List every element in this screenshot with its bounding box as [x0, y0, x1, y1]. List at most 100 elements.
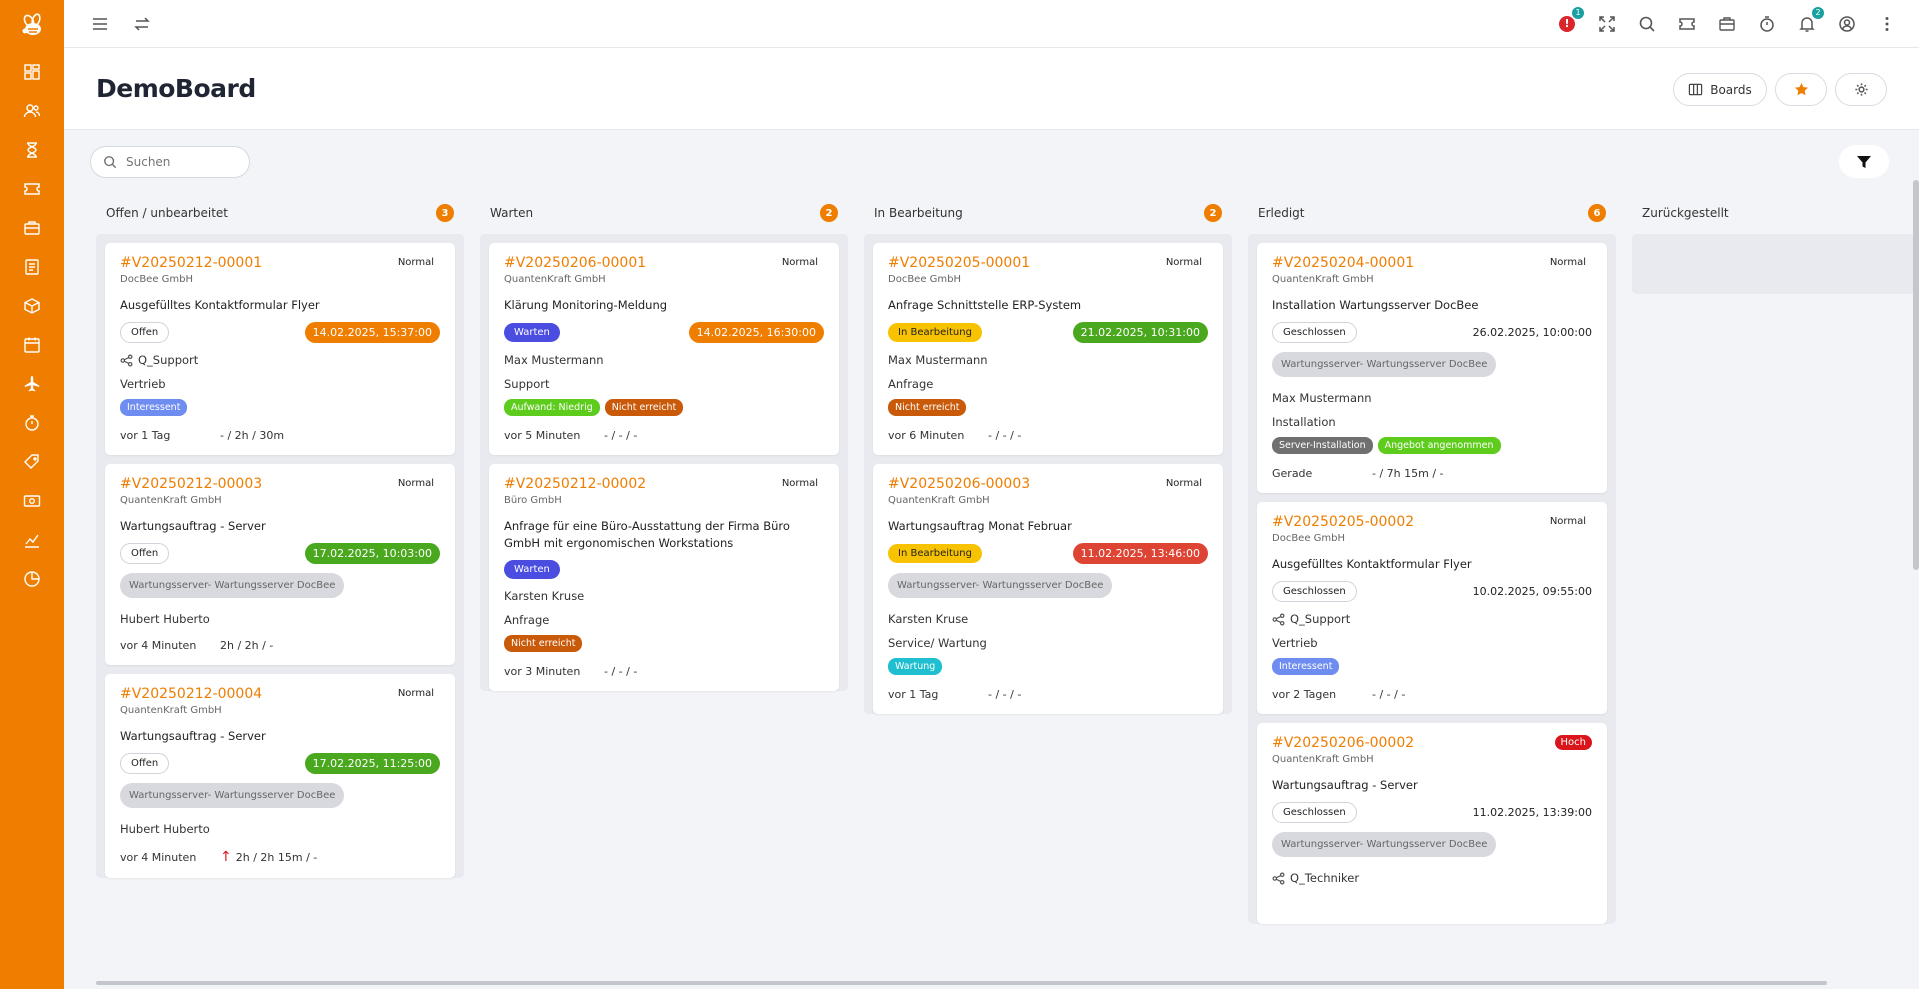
due-date-badge: 21.02.2025, 10:31:00 — [1072, 322, 1208, 343]
asset-chip[interactable]: Wartungsserver- Wartungsserver DocBee — [1272, 352, 1497, 377]
user-account-icon[interactable] — [1837, 14, 1857, 34]
toolbox-icon[interactable] — [0, 208, 64, 247]
priority-badge: Normal — [781, 478, 818, 489]
ticket-age: vor 6 Minuten — [888, 429, 965, 442]
pie-chart-icon[interactable] — [0, 559, 64, 598]
time-tracking: - / - / - — [604, 665, 638, 678]
dashboard-icon[interactable] — [0, 52, 64, 91]
contacts-icon[interactable] — [0, 91, 64, 130]
column-title: Erledigt — [1258, 206, 1305, 220]
company-name: QuantenKraft GmbH — [120, 495, 222, 506]
ticket-card[interactable]: #V20250205-00001 Normal DocBee GmbH Anfra… — [873, 243, 1223, 455]
search-icon[interactable] — [1637, 14, 1657, 34]
ticket-id[interactable]: #V20250206-00001 — [504, 255, 647, 271]
ticket-id[interactable]: #V20250205-00001 — [888, 255, 1031, 271]
search-input[interactable] — [126, 155, 236, 169]
company-name: DocBee GmbH — [888, 274, 962, 285]
notification-badge: 2 — [1812, 6, 1824, 19]
column-title: Warten — [490, 206, 534, 220]
horizontal-scrollbar[interactable] — [96, 981, 1827, 985]
queue-name: Q_Support — [138, 353, 199, 367]
ticket-age: vor 3 Minuten — [504, 665, 581, 678]
status-badge: Offen — [120, 322, 170, 343]
assignee: Karsten Kruse — [504, 589, 585, 603]
status-badge: Offen — [120, 753, 170, 774]
switch-arrows-icon[interactable] — [132, 14, 152, 34]
ticket-card[interactable]: #V20250212-00004 Normal QuantenKraft GmbH… — [105, 674, 455, 878]
alert-icon[interactable]: ! 1 — [1557, 6, 1584, 34]
settings-button[interactable] — [1835, 73, 1887, 106]
due-date-badge: 14.02.2025, 15:37:00 — [304, 322, 440, 343]
asset-chip[interactable]: Wartungsserver- Wartungsserver DocBee — [1272, 832, 1497, 857]
more-vertical-icon[interactable] — [1877, 14, 1897, 34]
ticket-icon[interactable] — [1677, 14, 1697, 34]
ticket-id[interactable]: #V20250204-00001 — [1272, 255, 1415, 271]
status-badge: Geschlossen — [1272, 802, 1357, 823]
ticket-id[interactable]: #V20250205-00002 — [1272, 514, 1415, 530]
share-icon — [120, 354, 133, 366]
vertical-scrollbar[interactable] — [1913, 180, 1919, 570]
share-icon — [1272, 613, 1285, 625]
tag: Angebot angenommen — [1377, 437, 1501, 454]
ticket-subject: Anfrage Schnittstelle ERP-System — [888, 298, 1082, 312]
stopwatch-icon[interactable] — [0, 403, 64, 442]
favorite-button[interactable] — [1775, 73, 1827, 106]
ticket-icon[interactable] — [0, 169, 64, 208]
assignee: Karsten Kruse — [888, 612, 969, 626]
bee-logo-icon[interactable] — [0, 0, 64, 52]
due-date-badge: 14.02.2025, 16:30:00 — [688, 322, 824, 343]
stopwatch-icon[interactable] — [1757, 14, 1777, 34]
assignee: Max Mustermann — [1272, 391, 1372, 405]
asset-chip[interactable]: Wartungsserver- Wartungsserver DocBee — [888, 573, 1113, 598]
asset-chip[interactable]: Wartungsserver- Wartungsserver DocBee — [120, 573, 345, 598]
assignee: Max Mustermann — [888, 353, 988, 367]
ticket-id[interactable]: #V20250212-00004 — [120, 686, 263, 702]
ticket-card[interactable]: #V20250212-00003 Normal QuantenKraft GmbH… — [105, 464, 455, 665]
asset-chip[interactable]: Wartungsserver- Wartungsserver DocBee — [120, 783, 345, 808]
boards-button[interactable]: Boards — [1673, 73, 1767, 106]
money-icon[interactable] — [0, 481, 64, 520]
price-tag-icon[interactable] — [0, 442, 64, 481]
ticket-id[interactable]: #V20250206-00002 — [1272, 735, 1415, 751]
ticket-id[interactable]: #V20250212-00003 — [120, 476, 263, 492]
package-icon[interactable] — [0, 286, 64, 325]
column-body: #V20250204-00001 Normal QuantenKraft GmbH… — [1248, 234, 1616, 924]
ticket-id[interactable]: #V20250206-00003 — [888, 476, 1031, 492]
arrow-up-icon: ↑ — [220, 849, 232, 865]
airplane-icon[interactable] — [0, 364, 64, 403]
company-name: QuantenKraft GmbH — [120, 705, 222, 716]
filter-button[interactable] — [1839, 145, 1889, 178]
company-name: QuantenKraft GmbH — [1272, 274, 1374, 285]
column-erledigt: Erledigt 6 #V20250204-00001 Normal Quante… — [1248, 198, 1616, 933]
ticket-id[interactable]: #V20250212-00001 — [120, 255, 263, 271]
ticket-card[interactable]: #V20250205-00002 Normal DocBee GmbH Ausge… — [1257, 502, 1607, 714]
ticket-card[interactable]: #V20250212-00002 Normal Büro GmbH Anfrage… — [489, 464, 839, 691]
bell-icon[interactable]: 2 — [1797, 6, 1824, 34]
time-tracking: - / - / - — [988, 429, 1022, 442]
queue-name: Q_Support — [1290, 612, 1351, 626]
toolbox-icon[interactable] — [1717, 14, 1737, 34]
ticket-card[interactable]: #V20250204-00001 Normal QuantenKraft GmbH… — [1257, 243, 1607, 493]
tag: Nicht erreicht — [888, 399, 967, 416]
assignee: Max Mustermann — [504, 353, 604, 367]
ticket-id[interactable]: #V20250212-00002 — [504, 476, 647, 492]
ticket-card[interactable]: #V20250212-00001 Normal DocBee GmbH Ausge… — [105, 243, 455, 455]
ticket-card[interactable]: #V20250206-00003 Normal QuantenKraft GmbH… — [873, 464, 1223, 714]
menu-icon[interactable] — [90, 14, 110, 34]
calendar-icon[interactable] — [0, 325, 64, 364]
hourglass-icon[interactable] — [0, 130, 64, 169]
ticket-card[interactable]: #V20250206-00002 Hoch QuantenKraft GmbH W… — [1257, 723, 1607, 924]
ticket-age: vor 1 Tag — [120, 429, 171, 442]
document-icon[interactable] — [0, 247, 64, 286]
boards-label: Boards — [1710, 82, 1752, 97]
search-box[interactable] — [90, 146, 250, 178]
status-badge: Offen — [120, 543, 170, 564]
ticket-subject: Wartungsauftrag - Server — [120, 519, 266, 533]
fullscreen-icon[interactable] — [1597, 14, 1617, 34]
priority-badge: Normal — [397, 257, 434, 268]
due-date: 10.02.2025, 09:55:00 — [1472, 585, 1592, 598]
ticket-card[interactable]: #V20250206-00001 Normal QuantenKraft GmbH… — [489, 243, 839, 455]
status-badge: Geschlossen — [1272, 322, 1357, 343]
ticket-subject: Wartungsauftrag - Server — [120, 729, 266, 743]
chart-icon[interactable] — [0, 520, 64, 559]
